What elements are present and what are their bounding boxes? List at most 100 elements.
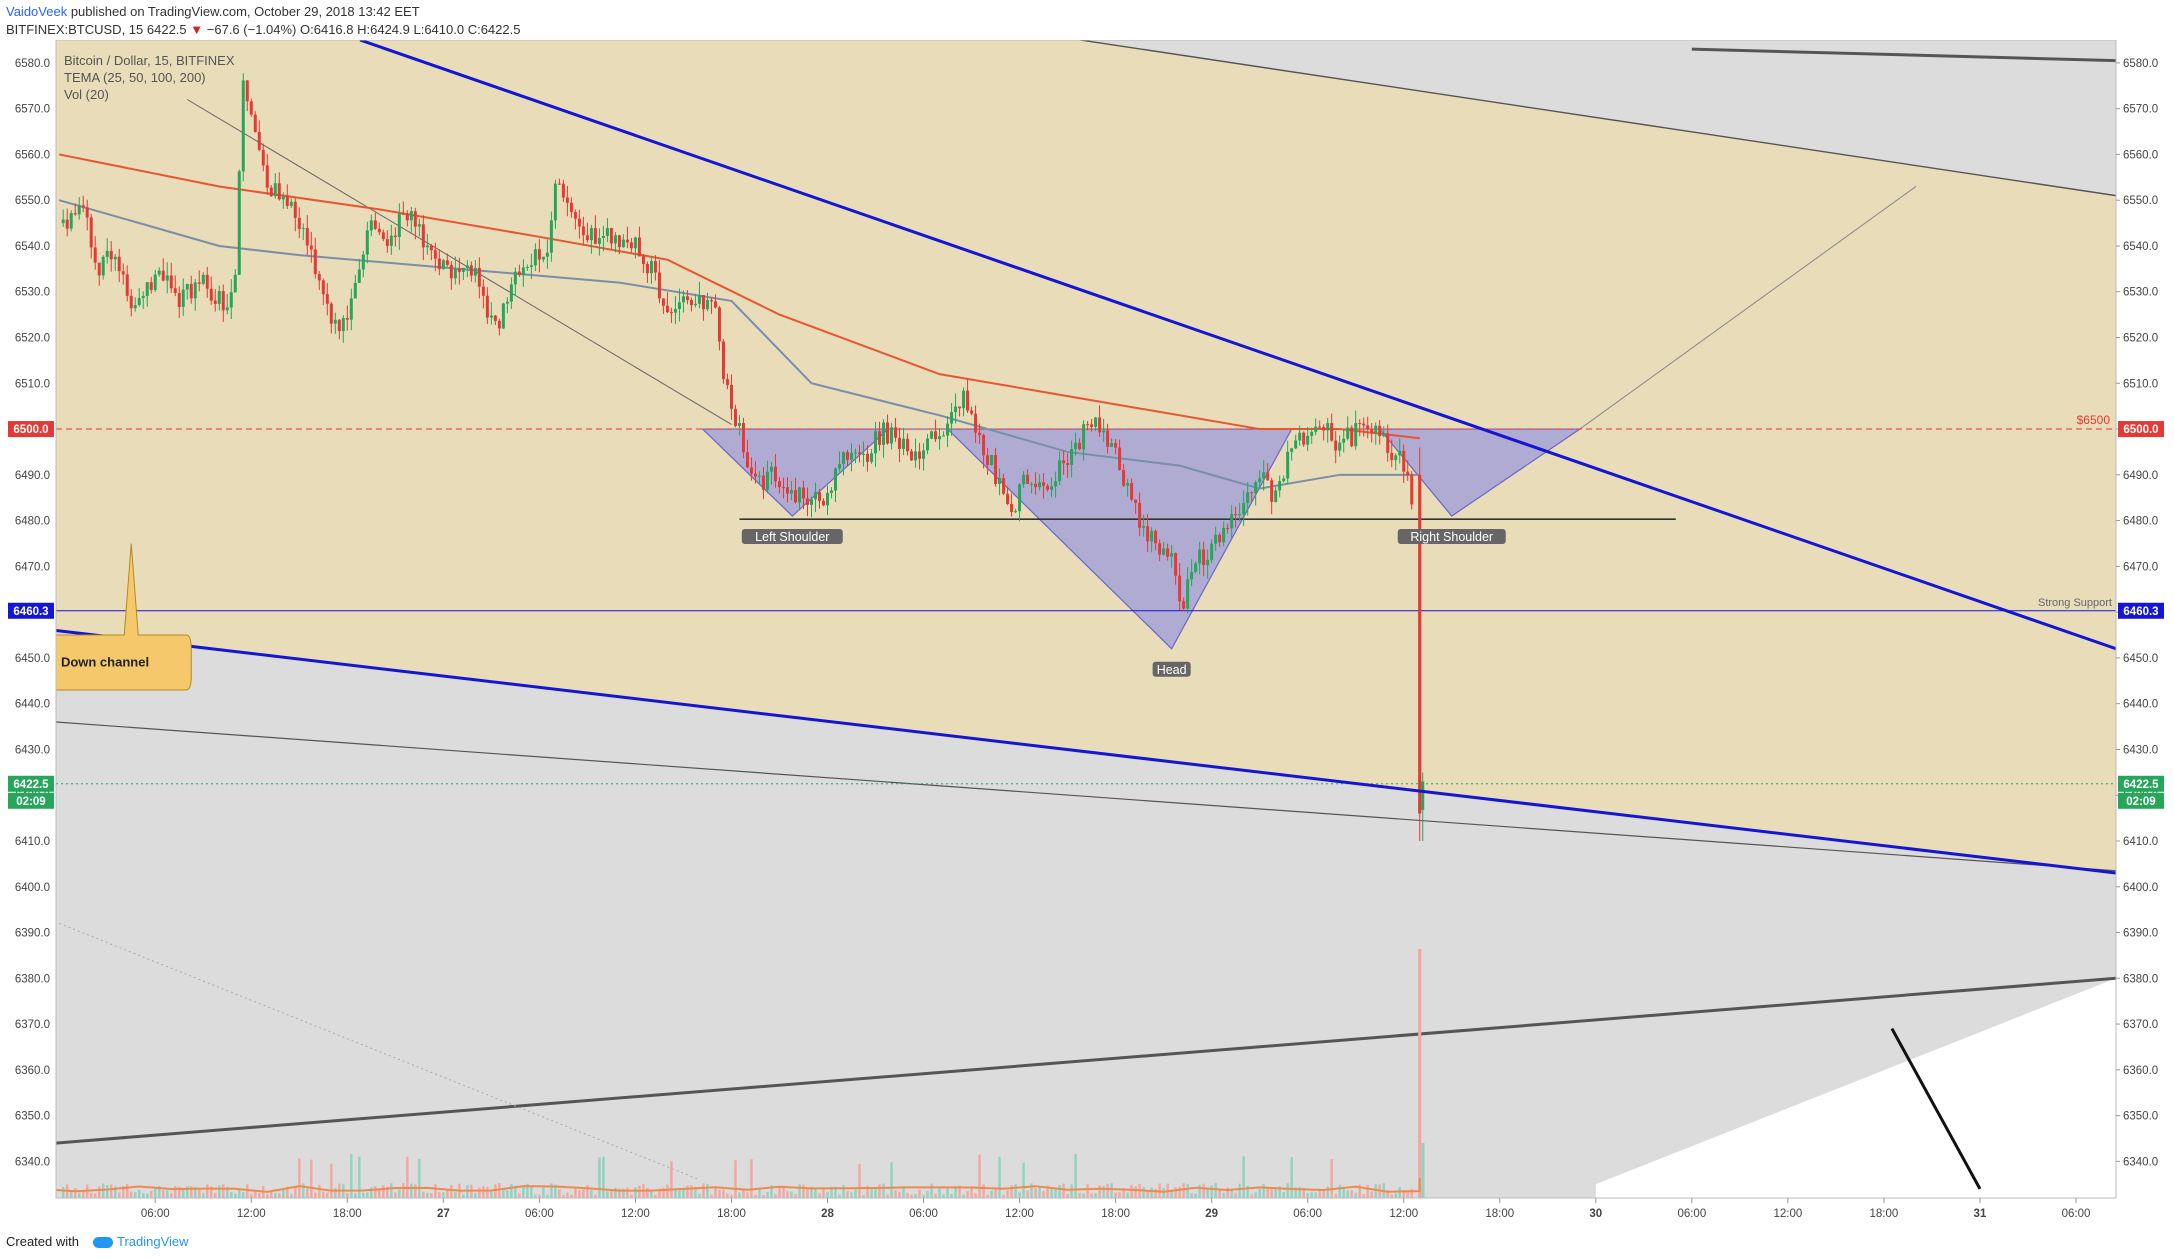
- x-tick-11: 29: [1205, 1208, 1218, 1220]
- candle-body: [1238, 514, 1242, 516]
- volume-bar: [402, 1183, 405, 1198]
- volume-bar: [322, 1191, 325, 1198]
- volume-bar: [654, 1194, 657, 1198]
- candle-body: [233, 274, 237, 293]
- candle-body: [910, 451, 914, 461]
- volume-bar: [354, 1193, 357, 1198]
- volume-bar: [638, 1185, 641, 1198]
- volume-bar: [1214, 1183, 1217, 1198]
- candle-body: [898, 437, 902, 449]
- volume-bar: [814, 1188, 817, 1198]
- volume-bar: [238, 1189, 241, 1198]
- volume-bar: [754, 1194, 757, 1198]
- candle-body: [681, 296, 685, 303]
- candle-body: [737, 423, 741, 427]
- candle-body: [741, 423, 745, 453]
- y-tick-left-6480: 6480.0: [15, 516, 50, 528]
- candle-body: [305, 228, 309, 246]
- candle-body: [145, 282, 149, 296]
- candle-body: [693, 303, 697, 306]
- volume-bar: [686, 1185, 689, 1198]
- candle-body: [1214, 534, 1218, 544]
- candle-body: [1030, 483, 1034, 485]
- volume-bar: [678, 1190, 681, 1198]
- candle-body: [641, 256, 645, 265]
- candle-body: [1022, 474, 1026, 485]
- volume-bar: [302, 1183, 305, 1198]
- candle-body: [817, 492, 821, 501]
- pattern-label-bg-0: [741, 529, 843, 545]
- volume-bar: [446, 1188, 449, 1198]
- volume-bar: [442, 1192, 445, 1198]
- volume-bar: [1106, 1183, 1109, 1198]
- volume-bar: [1114, 1192, 1117, 1198]
- candle-body: [109, 250, 113, 260]
- candle-body: [785, 487, 789, 494]
- volume-bar: [594, 1194, 597, 1198]
- candle-body: [721, 341, 725, 380]
- volume-bar: [826, 1191, 829, 1198]
- timer-badge-text-1: 02:09: [2126, 796, 2155, 808]
- y-tick-right-6510: 6510.0: [2123, 378, 2158, 390]
- price-chart[interactable]: Left Shoulder Head Right Shoulder $6500 Stro…: [0, 40, 2174, 1225]
- volume-bar: [1310, 1192, 1313, 1198]
- candle-body: [1078, 442, 1082, 450]
- price-badge-0-0: [8, 421, 54, 438]
- candle-body: [761, 475, 765, 490]
- candle-body: [161, 270, 165, 281]
- candle-body: [605, 228, 609, 236]
- volume-bar: [1194, 1193, 1197, 1198]
- pattern-label-1: Head: [1157, 663, 1187, 677]
- y-tick-left-6560: 6560.0: [15, 149, 50, 161]
- candle-body: [1178, 575, 1182, 602]
- candle-body: [113, 256, 117, 260]
- volume-bar: [1266, 1187, 1269, 1198]
- candle-body: [221, 291, 225, 311]
- legend-title: Bitcoin / Dollar, 15, BITFINEX: [64, 53, 235, 68]
- price-badge-1-1: [2118, 602, 2164, 619]
- volume-bar: [882, 1183, 885, 1198]
- volume-bar: [590, 1190, 593, 1198]
- candle-body: [830, 490, 834, 493]
- header-line-1: VaidoVeek published on TradingView.com, …: [6, 4, 420, 19]
- volume-bar: [194, 1186, 197, 1198]
- volume-bar: [1134, 1186, 1137, 1198]
- published-text: published on TradingView.com, October 29…: [70, 4, 420, 19]
- candle-body: [1242, 502, 1246, 515]
- candle-body: [93, 247, 97, 263]
- candle-body: [1382, 433, 1386, 437]
- volume-bar: [438, 1192, 441, 1198]
- candle-body: [1202, 549, 1206, 566]
- plot-frame: [55, 40, 2117, 1199]
- candle-body: [1054, 481, 1058, 487]
- volume-bar: [1278, 1186, 1281, 1198]
- timer-badge-1: [2118, 792, 2164, 809]
- candle-body: [1310, 431, 1314, 436]
- candle-body: [401, 213, 405, 215]
- author-link[interactable]: VaidoVeek: [6, 4, 68, 19]
- volume-bar: [562, 1194, 565, 1198]
- volume-bar: [1014, 1184, 1017, 1198]
- x-tick-5: 12:00: [621, 1208, 650, 1220]
- candle-body: [153, 274, 157, 290]
- legend-volume: Vol (20): [64, 87, 109, 102]
- volume-bar: [346, 1193, 349, 1198]
- candle-body: [457, 268, 461, 272]
- volume-bar: [206, 1184, 209, 1198]
- candle-body: [789, 490, 793, 494]
- ohlc-text: O:6416.8 H:6424.9 L:6410.0 C:6422.5: [300, 22, 521, 37]
- volume-bar: [394, 1192, 397, 1198]
- volume-bar: [170, 1193, 173, 1198]
- candle-body: [217, 291, 221, 304]
- volume-bar: [922, 1194, 925, 1198]
- volume-bar: [782, 1185, 785, 1198]
- volume-bar: [1410, 1188, 1413, 1198]
- volume-bar: [358, 1156, 361, 1198]
- candle-body: [549, 220, 553, 253]
- candle-body: [809, 499, 813, 505]
- volume-bar: [130, 1191, 133, 1198]
- tradingview-link[interactable]: TradingView: [116, 1234, 189, 1249]
- candle-body: [930, 431, 934, 439]
- volume-bar: [986, 1194, 989, 1198]
- candle-body: [517, 271, 521, 276]
